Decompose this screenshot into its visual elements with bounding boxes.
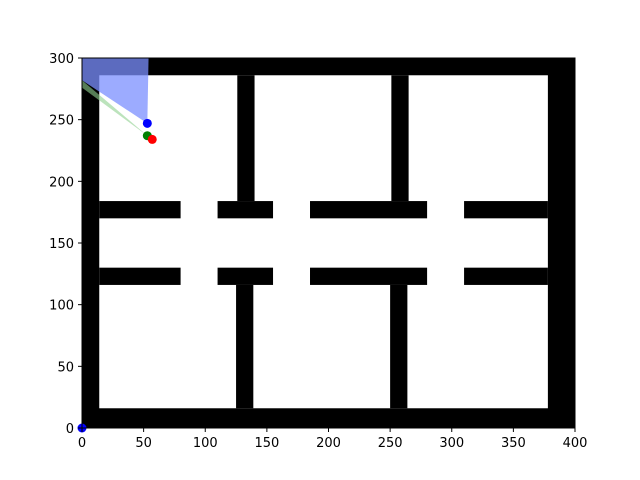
- y-tick-label: 250: [49, 114, 74, 129]
- x-tick-label: 0: [78, 436, 86, 451]
- wall-block: [236, 285, 253, 408]
- plot-area-background: [82, 58, 575, 428]
- wall-block: [310, 268, 427, 285]
- x-axis: 0 50 100 150 200 250 300 350 400: [78, 428, 588, 451]
- wall-block: [310, 201, 427, 218]
- x-tick-label: 300: [439, 436, 464, 451]
- wall-block: [218, 268, 273, 285]
- y-axis: 0 50 100 150 200 250 300: [49, 52, 82, 437]
- x-tick-label: 350: [501, 436, 526, 451]
- wall-block: [218, 201, 273, 218]
- wall-block: [82, 58, 575, 75]
- x-tick-label: 150: [254, 436, 279, 451]
- x-tick-label: 200: [316, 436, 341, 451]
- wall-block: [548, 58, 575, 428]
- y-tick-label: 0: [66, 422, 74, 437]
- scatter-point: [148, 135, 157, 144]
- x-tick-label: 250: [378, 436, 403, 451]
- y-tick-label: 100: [49, 299, 74, 314]
- wall-block: [391, 75, 408, 201]
- y-tick-label: 50: [57, 360, 74, 375]
- x-tick-label: 100: [193, 436, 218, 451]
- wall-block: [99, 268, 180, 285]
- x-tick-label: 400: [563, 436, 588, 451]
- y-tick-label: 150: [49, 237, 74, 252]
- wall-block: [237, 75, 254, 201]
- y-tick-label: 300: [49, 52, 74, 67]
- wall-block: [390, 285, 407, 408]
- scatter-point: [143, 119, 152, 128]
- x-tick-label: 50: [135, 436, 152, 451]
- wall-block: [99, 201, 180, 218]
- wall-block: [464, 201, 548, 218]
- y-tick-label: 200: [49, 175, 74, 190]
- wall-block: [82, 408, 575, 428]
- wall-block: [464, 268, 548, 285]
- wall-block: [82, 58, 99, 428]
